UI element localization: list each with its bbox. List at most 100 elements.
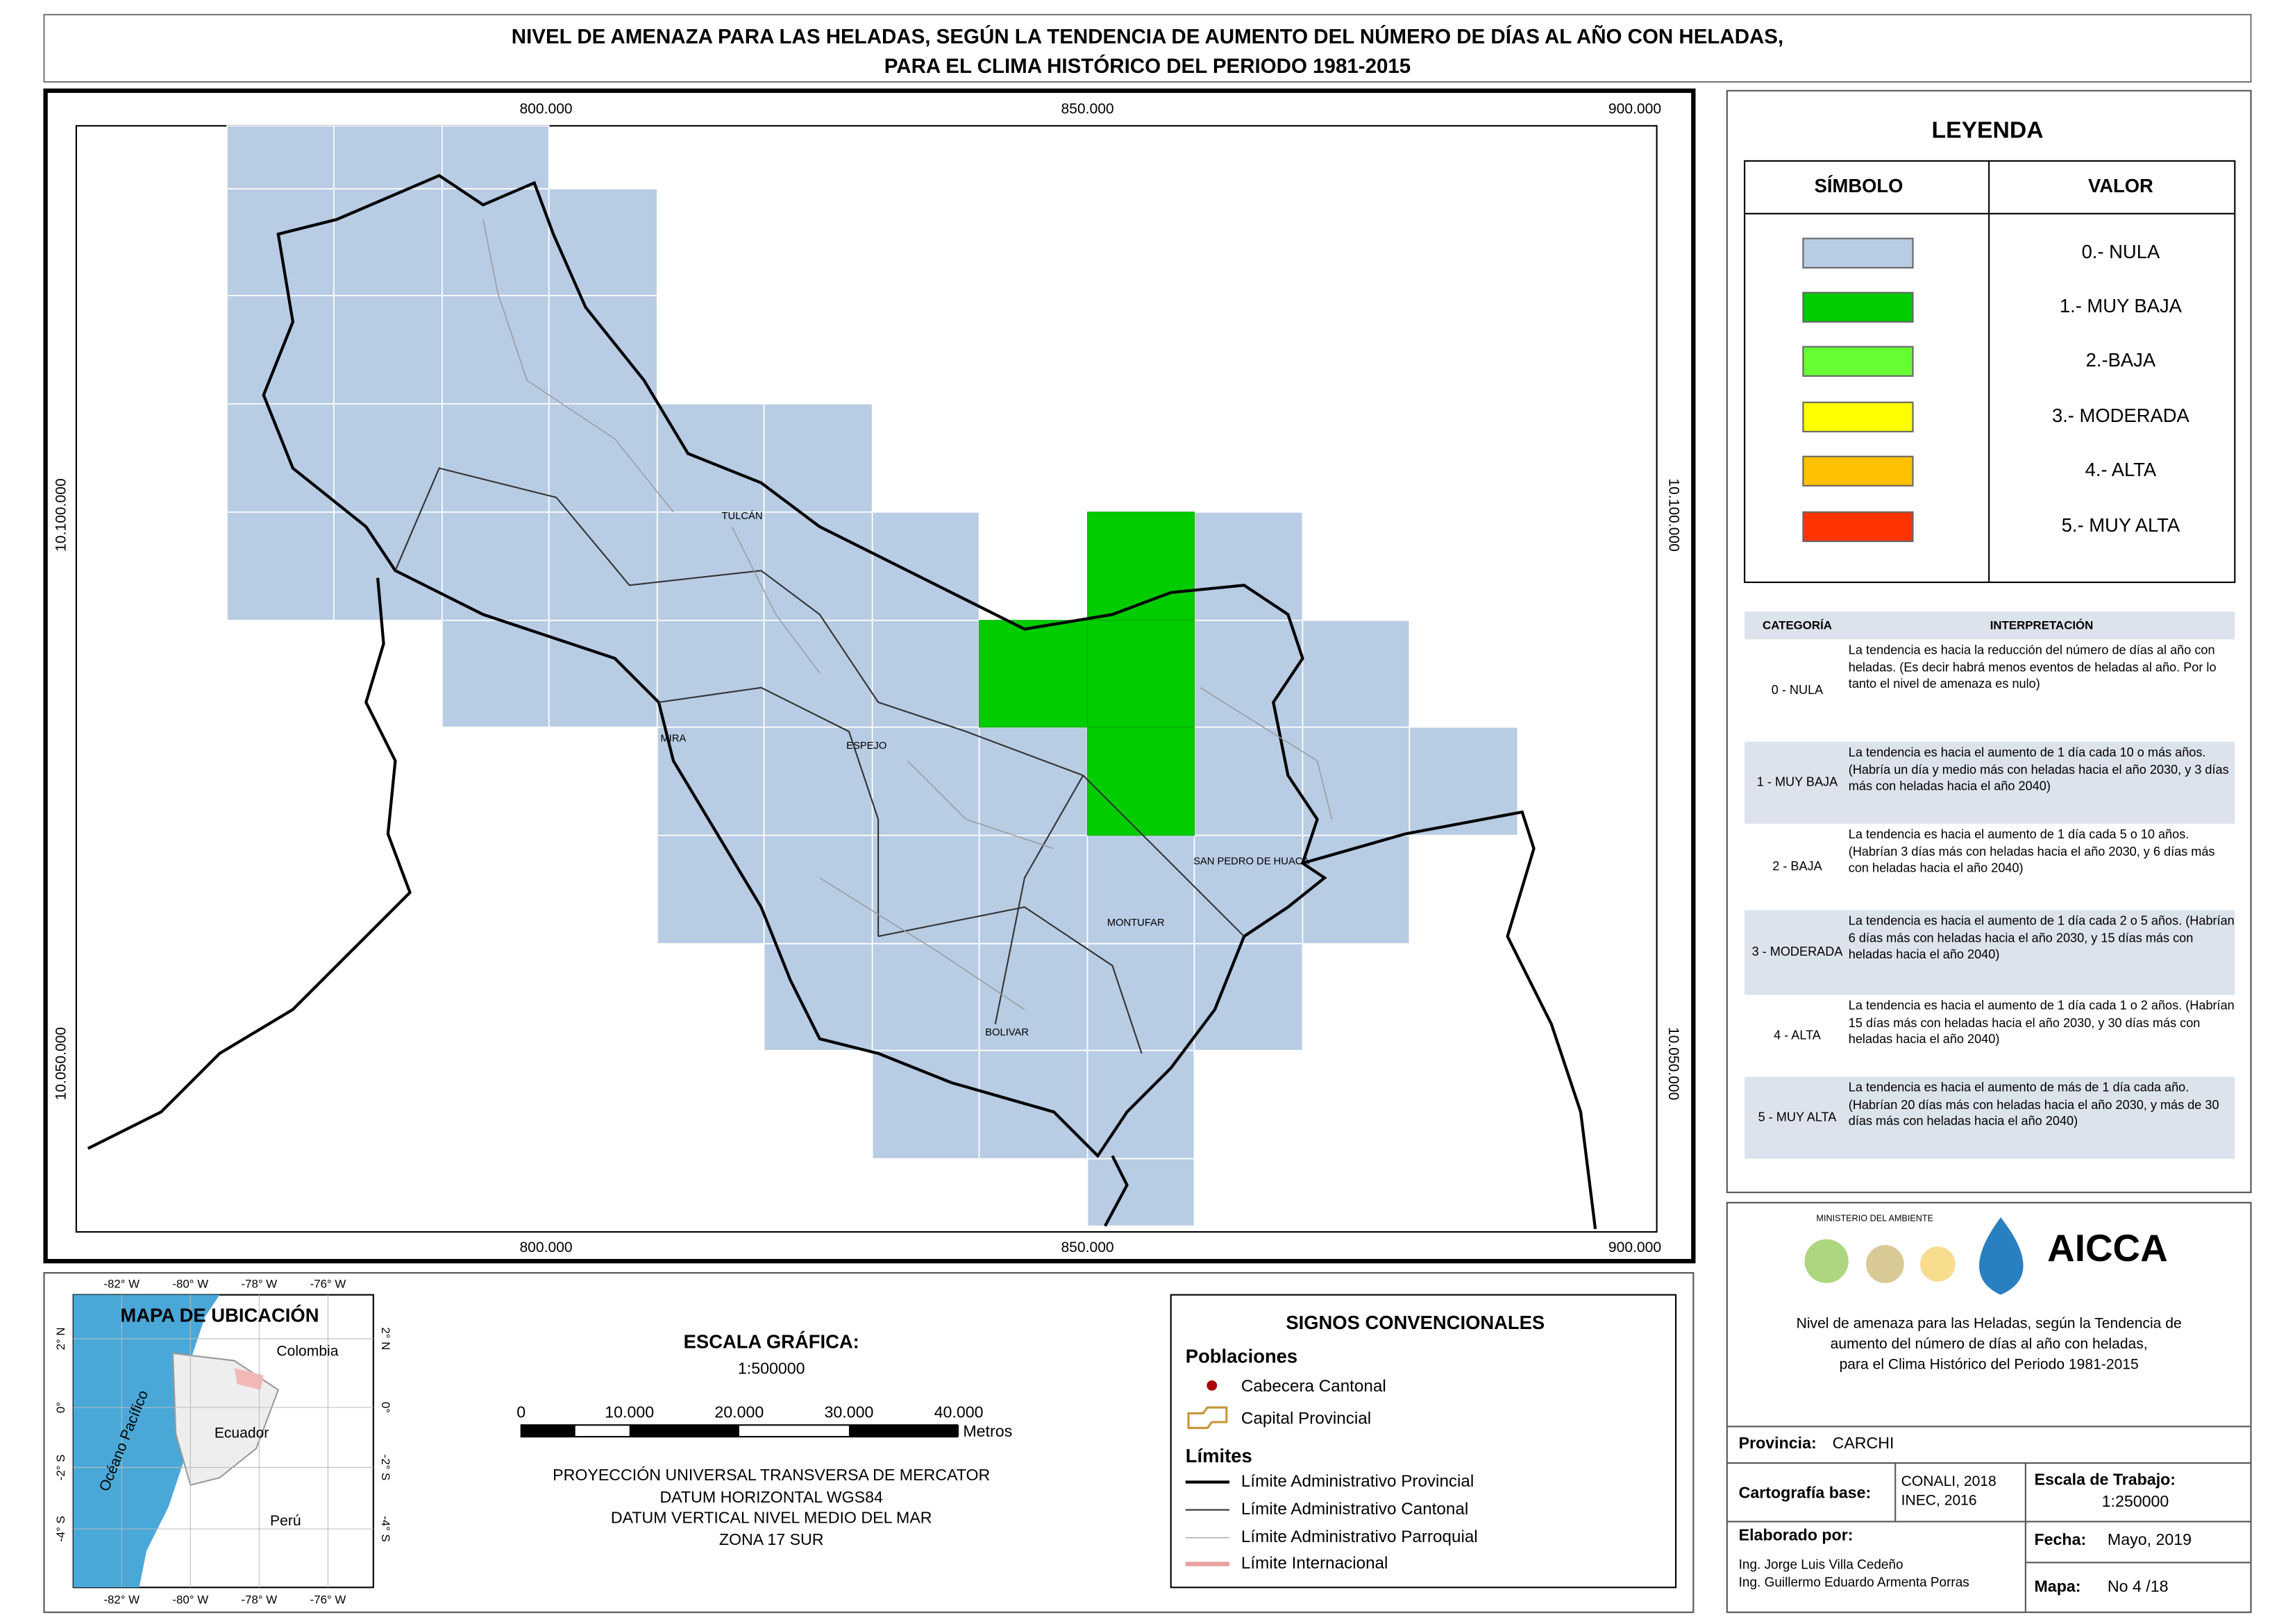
legend-header: VALOR [2088,175,2153,196]
field-value: Mayo, 2019 [2108,1530,2192,1548]
legend-swatch [1802,346,1914,377]
interpretation-text: La tendencia es hacia el aumento de 1 dí… [1848,827,2215,875]
lat-label: 0° [379,1402,392,1413]
interpretation-text: La tendencia es hacia el aumento de 1 dí… [1848,913,2235,962]
lat-label: -2° S [379,1455,392,1481]
logo-tree [1804,1239,1849,1283]
lon-label: -76° W [310,1277,346,1290]
scale-ratio: 1:500000 [738,1359,805,1377]
convention-item: Límite Internacional [1241,1554,1388,1573]
interpretation-cell: La tendencia es hacia la reducción del n… [1849,642,2217,691]
grid-cell [979,620,1088,728]
cantonal-seat-symbol [1207,1380,1218,1391]
bottom-frame [43,1272,1695,1614]
y-coordinate: 10.100.000 [1665,478,1681,552]
legend-frame [1726,90,2252,1194]
grid-cells [226,125,1519,1227]
x-coordinate: 850.000 [1061,1240,1113,1255]
place-label: TULCÁN [722,510,763,522]
conventions-title: SIGNOS CONVENCIONALES [1286,1312,1545,1333]
grid-cell [442,294,550,405]
scale-tick: 30.000 [825,1403,874,1421]
legend-swatch [1802,401,1914,432]
country-label: Ecuador [215,1426,269,1441]
grid-cell [1193,834,1304,945]
lat-label: 2° N [379,1327,392,1350]
grid-cell [333,511,443,621]
lat-label: -4° S [379,1516,392,1542]
projection-line: PROYECCIÓN UNIVERSAL TRANSVERSA DE MERCA… [553,1466,990,1484]
convention-item: Capital Provincial [1241,1409,1371,1428]
interpretation-cell: La tendencia es hacia el aumento de 1 dí… [1848,827,2215,875]
place-label: BOLIVAR [985,1027,1029,1038]
field-value: INEC, 2016 [1901,1492,1977,1508]
grid-cell [1193,726,1304,836]
map-frame [43,88,1696,1264]
logo-drop [1979,1217,2024,1295]
info-rules [1726,1426,2251,1613]
grid-cell [871,942,980,1051]
boundaries [87,174,1597,1230]
legend-label: 3.- MODERADA [2052,405,2190,426]
field-label: Mapa: [2035,1577,2081,1595]
category-cell: 0 - NULA [1772,683,1824,697]
interpretation-text: La tendencia es hacia el aumento de 1 dí… [1848,997,2235,1047]
table-header-bg [1745,611,2235,640]
convention-item: Límite Administrativo Provincial [1241,1472,1474,1491]
scale-bar-segment [629,1425,739,1437]
parish-limit [482,219,1333,1010]
grid-cell [226,403,335,513]
grid-cell [656,511,765,621]
grid-cell [1409,726,1519,836]
lat-label: 2° N [54,1327,67,1350]
x-coordinate: 800.000 [519,101,572,117]
grid-cell [656,726,765,836]
grid-cell [978,942,1088,1051]
x-coordinate: 800.000 [519,1240,572,1255]
grid-cell [763,834,873,945]
grid-cell [978,726,1088,836]
grid-cell [548,511,658,621]
lon-label: -82° W [103,1277,140,1290]
logos [1804,1217,2024,1295]
grid-cell [1087,727,1195,836]
scale-tick: 40.000 [934,1403,984,1421]
grid-cell [1302,834,1411,945]
logo-gobierno [1920,1246,1956,1282]
field-label: Cartografía base: [1739,1484,1872,1502]
x-coordinate: 900.000 [1608,101,1661,117]
lon-label: -80° W [172,1277,208,1290]
interpretation-cell: La tendencia es hacia el aumento de 1 dí… [1848,997,2235,1047]
lon-label: -78° W [242,1277,278,1290]
conventions-frame [1170,1294,1677,1589]
grid-cell [333,403,443,513]
grid-cell [763,619,873,728]
grid-cell [1086,1049,1195,1160]
scale-bar-segment [521,1425,575,1437]
convention-item: Límite Administrativo Parroquial [1241,1528,1478,1546]
grid-cell [763,511,873,621]
scale-tick: 20.000 [714,1403,764,1421]
international-limit [1302,810,1597,1230]
field-value: No 4 /18 [2108,1577,2169,1595]
location-title: MAPA DE UBICACIÓN [120,1305,319,1326]
field-value: CONALI, 2018 [1901,1473,1996,1489]
provincial-capital-symbol [1187,1406,1228,1430]
table-row-bg [1745,741,2235,824]
field-label: Escala de Trabajo: [2035,1471,2176,1489]
field-label: Provincia: [1739,1434,1817,1452]
grid-cell [442,511,550,621]
scale-bar [520,1424,959,1438]
grid-cell [548,619,658,728]
place-label: MONTUFAR [1107,917,1165,929]
field-label: Elaborado por: [1739,1526,1853,1544]
scale-unit: Metros [963,1422,1012,1440]
grid-cell [548,188,658,296]
grid-cell [1193,619,1304,728]
place-label: ESPEJO [846,741,886,752]
grid-cell [1193,511,1304,621]
grid-cell [656,619,765,728]
title: PARA EL CLIMA HISTÓRICO DEL PERIODO 1981… [884,54,1411,78]
